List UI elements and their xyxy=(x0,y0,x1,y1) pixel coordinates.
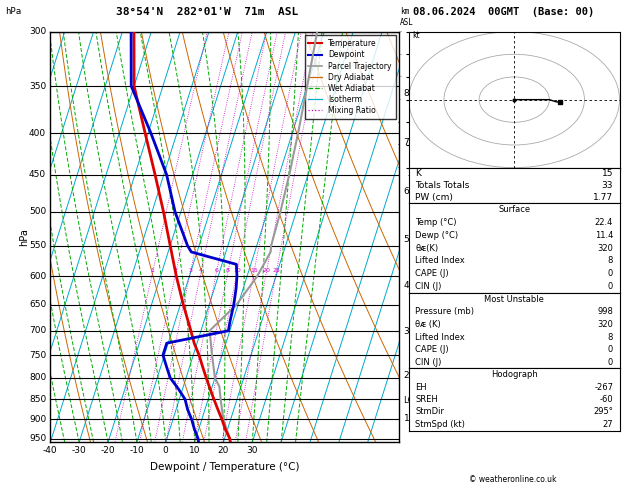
Text: 15: 15 xyxy=(250,268,258,273)
Text: 320: 320 xyxy=(598,320,613,329)
Text: StmDir: StmDir xyxy=(415,407,444,417)
Text: 0: 0 xyxy=(608,358,613,366)
Text: -60: -60 xyxy=(599,395,613,404)
Text: 350: 350 xyxy=(29,82,46,90)
Text: 0: 0 xyxy=(608,282,613,291)
Text: 3: 3 xyxy=(188,268,192,273)
Text: 25: 25 xyxy=(272,268,280,273)
Text: 800: 800 xyxy=(29,373,46,382)
Text: 22.4: 22.4 xyxy=(595,218,613,227)
Text: PW (cm): PW (cm) xyxy=(415,193,453,202)
Text: Pressure (mb): Pressure (mb) xyxy=(415,307,474,316)
Text: 2: 2 xyxy=(174,268,177,273)
Text: Temp (°C): Temp (°C) xyxy=(415,218,457,227)
Text: StmSpd (kt): StmSpd (kt) xyxy=(415,420,465,429)
Text: 450: 450 xyxy=(29,170,46,179)
Text: 30: 30 xyxy=(247,447,258,455)
Text: 400: 400 xyxy=(29,129,46,138)
Text: 850: 850 xyxy=(29,395,46,404)
Text: kt: kt xyxy=(413,32,420,40)
Text: 8: 8 xyxy=(404,88,409,98)
Text: Lifted Index: Lifted Index xyxy=(415,257,465,265)
Text: hPa: hPa xyxy=(5,7,21,17)
Text: 1.77: 1.77 xyxy=(593,193,613,202)
Text: 320: 320 xyxy=(598,243,613,253)
Text: Lifted Index: Lifted Index xyxy=(415,332,465,342)
Text: 900: 900 xyxy=(29,415,46,424)
Text: 3: 3 xyxy=(404,327,409,336)
Text: CIN (J): CIN (J) xyxy=(415,282,442,291)
Text: 38°54'N  282°01'W  71m  ASL: 38°54'N 282°01'W 71m ASL xyxy=(116,7,299,17)
Text: © weatheronline.co.uk: © weatheronline.co.uk xyxy=(469,474,557,484)
Text: 20: 20 xyxy=(262,268,270,273)
Text: CAPE (J): CAPE (J) xyxy=(415,269,449,278)
Text: 8: 8 xyxy=(608,257,613,265)
Text: -40: -40 xyxy=(43,447,58,455)
Text: K: K xyxy=(415,169,421,178)
Text: Hodograph: Hodograph xyxy=(491,370,538,379)
Text: CAPE (J): CAPE (J) xyxy=(415,345,449,354)
Text: 27: 27 xyxy=(603,420,613,429)
Text: 11.4: 11.4 xyxy=(595,231,613,240)
Text: 750: 750 xyxy=(29,350,46,360)
Legend: Temperature, Dewpoint, Parcel Trajectory, Dry Adiabat, Wet Adiabat, Isotherm, Mi: Temperature, Dewpoint, Parcel Trajectory… xyxy=(304,35,396,119)
Text: LCL: LCL xyxy=(404,396,419,405)
Text: 7: 7 xyxy=(404,138,409,147)
Text: 295°: 295° xyxy=(593,407,613,417)
Text: 10: 10 xyxy=(189,447,200,455)
Text: θᴁ(K): θᴁ(K) xyxy=(415,243,438,253)
Text: 0: 0 xyxy=(608,269,613,278)
Text: EH: EH xyxy=(415,382,427,392)
Text: 8: 8 xyxy=(226,268,230,273)
Text: CIN (J): CIN (J) xyxy=(415,358,442,366)
Text: 15: 15 xyxy=(602,169,613,178)
Text: 6: 6 xyxy=(214,268,218,273)
Text: 950: 950 xyxy=(29,434,46,443)
Text: hPa: hPa xyxy=(19,228,29,246)
Text: 1: 1 xyxy=(404,414,409,423)
Text: km
ASL: km ASL xyxy=(400,7,414,27)
Text: -30: -30 xyxy=(72,447,87,455)
Text: SREH: SREH xyxy=(415,395,438,404)
Text: 0: 0 xyxy=(608,345,613,354)
Text: Totals Totals: Totals Totals xyxy=(415,181,469,190)
Text: 8: 8 xyxy=(608,332,613,342)
Text: 2: 2 xyxy=(404,371,409,380)
Text: 20: 20 xyxy=(218,447,229,455)
Text: 550: 550 xyxy=(29,241,46,250)
Text: 700: 700 xyxy=(29,326,46,335)
Text: 600: 600 xyxy=(29,272,46,281)
Text: 6: 6 xyxy=(404,187,409,196)
Text: 650: 650 xyxy=(29,300,46,309)
X-axis label: Dewpoint / Temperature (°C): Dewpoint / Temperature (°C) xyxy=(150,462,299,472)
Text: 10: 10 xyxy=(233,268,241,273)
Text: 08.06.2024  00GMT  (Base: 00): 08.06.2024 00GMT (Base: 00) xyxy=(413,7,594,17)
Text: 1: 1 xyxy=(150,268,154,273)
Text: 300: 300 xyxy=(29,27,46,36)
Text: θᴁ (K): θᴁ (K) xyxy=(415,320,441,329)
Text: 4: 4 xyxy=(404,281,409,290)
Text: 5: 5 xyxy=(404,235,409,243)
Text: 500: 500 xyxy=(29,208,46,216)
Text: Surface: Surface xyxy=(498,205,530,214)
Text: 998: 998 xyxy=(598,307,613,316)
Text: 0: 0 xyxy=(163,447,169,455)
Text: Most Unstable: Most Unstable xyxy=(484,295,544,304)
Text: Dewp (°C): Dewp (°C) xyxy=(415,231,459,240)
Text: -267: -267 xyxy=(594,382,613,392)
Text: -20: -20 xyxy=(101,447,115,455)
Text: 33: 33 xyxy=(602,181,613,190)
Text: -10: -10 xyxy=(130,447,144,455)
Text: 4: 4 xyxy=(199,268,203,273)
